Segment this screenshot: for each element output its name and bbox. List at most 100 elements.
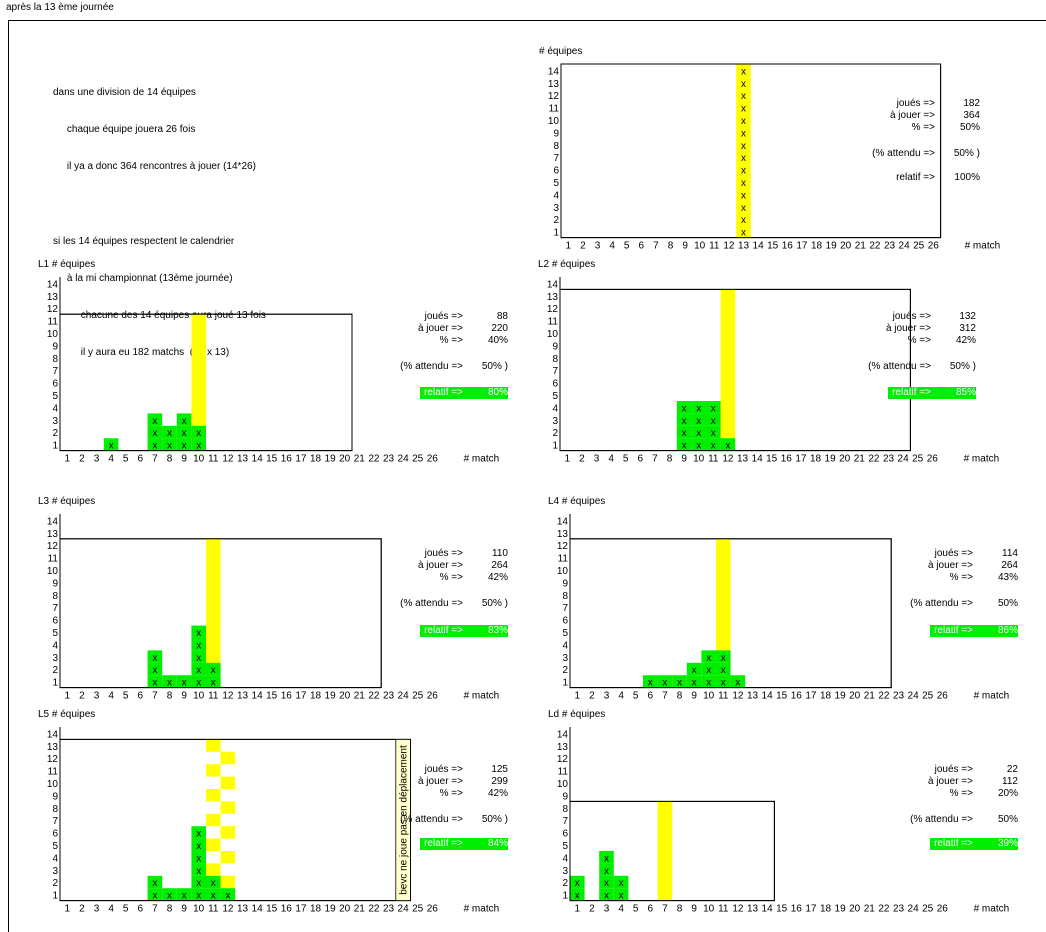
x-tick-label: 1 [575,904,581,915]
y-tick-label: 4 [52,640,58,651]
played-cell [691,401,706,414]
stat-value: 50% [959,122,980,133]
x-tick-label: 9 [681,454,687,465]
x-tick-label: 24 [398,904,410,915]
y-tick-label: 3 [52,866,58,877]
relative-value: 84% [487,838,508,849]
x-tick-label: 22 [368,454,380,465]
played-mark: x [692,678,697,689]
x-tick-label: 8 [677,691,683,702]
x-tick-label: 22 [869,241,881,252]
played-cell [147,875,163,889]
x-tick-label: 5 [123,904,129,915]
played-cell [613,875,629,889]
y-tick-label: 13 [557,742,569,753]
x-tick-label: 22 [868,454,880,465]
x-tick-label: 17 [796,241,808,252]
x-tick-label: 4 [608,454,614,465]
y-tick-label: 5 [52,628,58,639]
current-day-cell [206,863,221,876]
y-tick-label: 11 [48,767,59,778]
x-tick-label: 10 [694,241,706,252]
played-mark: x [706,678,711,689]
played-mark: x [711,428,716,439]
x-tick-label: 1 [65,691,71,702]
y-tick-label: 4 [552,403,558,414]
played-mark: x [196,428,201,439]
y-tick-label: 2 [562,878,568,889]
played-mark: x [196,866,201,877]
x-tick-label: 24 [398,454,410,465]
played-cell [191,425,206,439]
x-tick-label: 19 [325,904,337,915]
relative-highlight [930,838,1018,850]
to-play-row: à jouer => 364 [865,110,980,122]
grid-chart: L2 # équipes1234567891011121314xxxxxxxxx… [538,259,1000,465]
stat-value: 50% ) [949,361,976,372]
note-box [395,738,411,901]
x-tick-label: 18 [820,904,832,915]
x-tick-label: 16 [281,454,293,465]
x-tick-label: 1 [575,691,581,702]
x-tick-label: 19 [835,691,847,702]
x-tick-label: 18 [310,454,322,465]
x-tick-label: 10 [193,691,205,702]
played-cell [206,888,221,901]
relative-row: relatif => 80% [398,387,508,399]
to-play-row: à jouer => 264 [908,560,1018,572]
x-tick-label: 3 [604,691,610,702]
y-tick-label: 7 [52,366,58,377]
played-mark: x [692,665,697,676]
played-mark: x [575,891,580,902]
stat-value: 50% ) [953,148,980,159]
current-day-cell [206,838,221,851]
stat-label: joués => [892,311,931,322]
x-tick-label: 25 [912,454,924,465]
played-mark: x [741,66,746,77]
played-mark: x [152,678,157,689]
x-tick-label: 18 [811,241,823,252]
played-cell [599,888,614,901]
x-tick-label: 19 [325,454,337,465]
y-tick-label: 10 [47,779,59,790]
x-tick-label: 20 [839,454,851,465]
x-tick-label: 17 [805,904,817,915]
stat-label: (% attendu => [400,361,463,372]
y-tick-label: 9 [52,341,58,352]
x-tick-label: 19 [826,241,838,252]
x-tick-label: 8 [668,241,674,252]
x-tick-label: 4 [618,691,624,702]
played-cell [570,875,585,889]
x-tick-label: 17 [795,454,807,465]
intro-line: dans une division de 14 équipes [53,86,196,98]
x-tick-label: 10 [703,904,715,915]
y-tick-label: 3 [553,203,559,214]
played-mark: x [152,878,157,889]
x-tick-label: 1 [65,454,71,465]
played-mark: x [619,878,624,889]
relative-highlight [888,387,976,399]
x-tick-label: 11 [208,904,219,915]
stat-label: % => [439,335,463,346]
x-tick-label: 4 [108,454,114,465]
played-cell [147,888,163,901]
x-tick-label: 5 [633,691,639,702]
intro-line: si les 14 équipes respectent le calendri… [53,235,235,247]
current-day-cell [220,801,236,814]
y-tick-label: 10 [47,329,59,340]
y-tick-label: 4 [562,640,568,651]
stat-label: à jouer => [885,323,931,334]
x-tick-label: 5 [623,454,629,465]
y-tick-label: 13 [547,292,559,303]
x-tick-label: 9 [682,241,688,252]
played-cell [730,675,746,688]
x-axis-label: # match [964,454,1000,465]
stats-block: joués => 114 à jouer => 264 % => 43% (% attend… [908,548,1018,639]
x-tick-label: 6 [648,691,654,702]
relative-row: relatif => 39% [908,838,1018,850]
stat-value: 299 [491,776,508,787]
percent-row: % => 42% [398,572,508,584]
note-text: bevc ne joue pas en déplacement [399,745,410,895]
